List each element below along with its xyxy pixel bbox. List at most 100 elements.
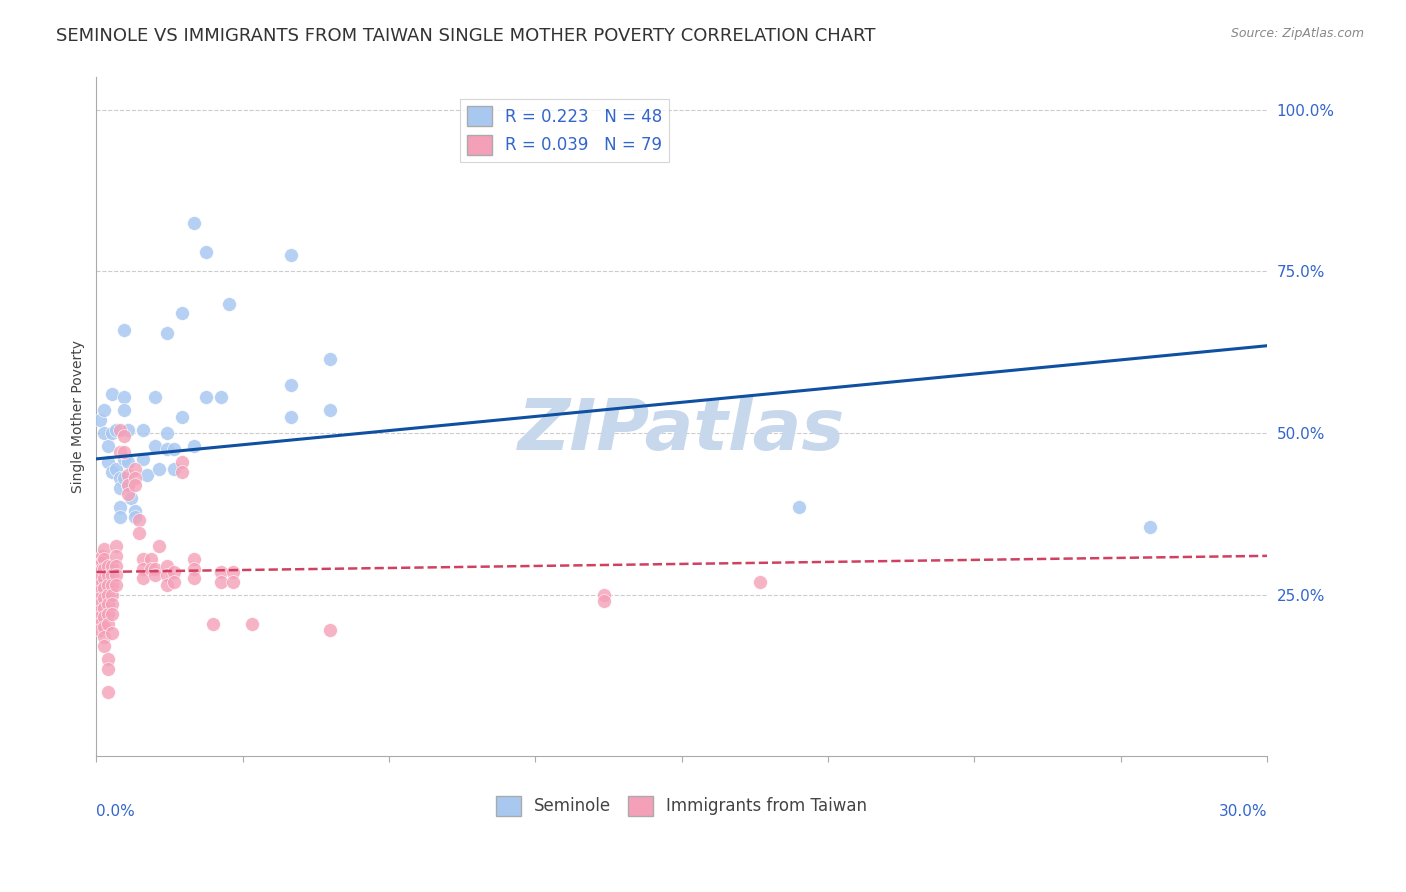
Point [183,552,205,566]
Text: SEMINOLE VS IMMIGRANTS FROM TAIWAN SINGLE MOTHER POVERTY CORRELATION CHART: SEMINOLE VS IMMIGRANTS FROM TAIWAN SINGL… [56,27,876,45]
Point [93,425,115,440]
Point [89,598,111,612]
Point [319,623,342,637]
Point [155,442,177,457]
Point [93,620,115,634]
Point [104,423,127,437]
Point [108,471,131,485]
Point [172,409,194,424]
Point [91,549,114,563]
Point [89,578,111,592]
Point [97,616,120,631]
Point [101,465,124,479]
Point [93,630,115,644]
Point [172,465,194,479]
Point [280,248,302,262]
Point [592,594,614,608]
Point [121,491,143,505]
Point [89,552,111,566]
Point [183,439,205,453]
Point [222,565,245,579]
Point [104,539,127,553]
Point [280,377,302,392]
Legend: Seminole, Immigrants from Taiwan: Seminole, Immigrants from Taiwan [489,789,875,822]
Point [101,578,124,592]
Point [97,607,120,621]
Point [112,391,135,405]
Point [172,306,194,320]
Point [108,423,131,437]
Text: ZIPatlas: ZIPatlas [517,396,845,465]
Point [97,652,120,666]
Point [163,442,186,457]
Point [89,413,111,427]
Point [97,588,120,602]
Point [117,477,139,491]
Point [108,500,131,515]
Point [89,572,111,586]
Point [748,574,770,589]
Text: 30.0%: 30.0% [1219,804,1267,819]
Point [132,552,155,566]
Point [124,461,146,475]
Point [132,423,155,437]
Point [101,598,124,612]
Point [101,387,124,401]
Point [101,425,124,440]
Point [132,572,155,586]
Text: 0.0%: 0.0% [97,804,135,819]
Point [148,461,170,475]
Point [163,565,186,579]
Point [112,471,135,485]
Point [112,451,135,466]
Point [97,455,120,469]
Point [101,568,124,582]
Point [89,616,111,631]
Point [101,626,124,640]
Point [202,616,225,631]
Point [155,425,177,440]
Point [104,578,127,592]
Point [163,574,186,589]
Point [209,565,232,579]
Point [155,558,177,573]
Point [132,562,155,576]
Point [104,549,127,563]
Point [93,640,115,654]
Point [124,510,146,524]
Point [93,403,115,417]
Point [155,568,177,582]
Point [97,662,120,676]
Point [108,510,131,524]
Point [117,468,139,483]
Point [194,245,217,260]
Point [91,555,114,569]
Point [93,542,115,557]
Point [97,684,120,698]
Point [104,568,127,582]
Y-axis label: Single Mother Poverty: Single Mother Poverty [72,341,86,493]
Point [209,391,232,405]
Point [93,562,115,576]
Point [183,572,205,586]
Point [787,500,810,515]
Point [143,391,166,405]
Point [183,562,205,576]
Point [155,326,177,340]
Point [117,455,139,469]
Text: Source: ZipAtlas.com: Source: ZipAtlas.com [1230,27,1364,40]
Point [101,588,124,602]
Point [104,558,127,573]
Point [93,600,115,615]
Point [112,403,135,417]
Point [93,581,115,595]
Point [117,477,139,491]
Point [124,477,146,491]
Point [112,322,135,336]
Point [163,461,186,475]
Point [592,588,614,602]
Point [139,562,162,576]
Point [89,565,111,579]
Point [89,623,111,637]
Point [112,445,135,459]
